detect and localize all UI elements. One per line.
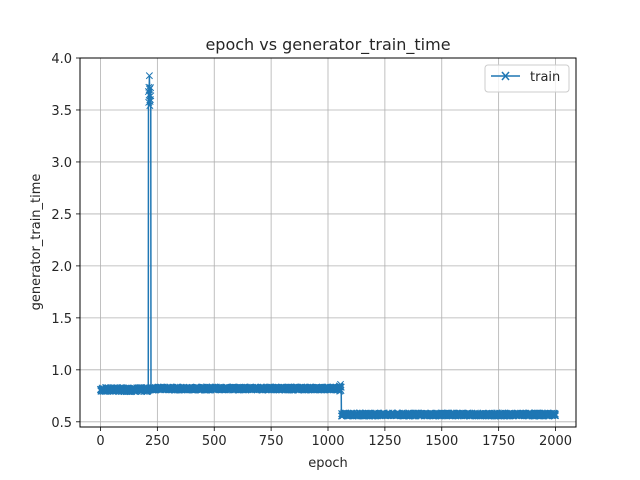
x-tick-label: 2000 xyxy=(539,434,572,449)
data-point-marker xyxy=(336,380,345,388)
data-point-marker xyxy=(551,412,560,420)
y-axis: 0.5 1.0 1.5 2.0 2.5 3.0 3.5 4.0 xyxy=(51,52,80,431)
data-point-marker xyxy=(337,383,345,391)
data-point-marker xyxy=(145,83,153,91)
y-axis-label: generator_train_time xyxy=(29,174,44,311)
x-tick-label: 1500 xyxy=(425,434,458,449)
x-tick-label: 1000 xyxy=(311,434,344,449)
y-tick-label: 4.0 xyxy=(51,52,72,67)
y-tick-label: 0.5 xyxy=(51,416,72,431)
y-tick-label: 2.5 xyxy=(51,208,72,223)
y-tick-label: 3.0 xyxy=(51,156,72,171)
data-point-marker xyxy=(145,72,153,80)
x-axis-label: epoch xyxy=(308,456,348,471)
plot-area xyxy=(96,72,560,420)
data-point-marker xyxy=(145,91,153,99)
data-point-marker xyxy=(551,410,559,418)
x-tick-label: 0 xyxy=(96,434,104,449)
legend-box xyxy=(484,64,570,93)
y-tick-label: 3.5 xyxy=(51,104,72,119)
y-tick-label: 1.0 xyxy=(51,364,72,379)
legend-marker xyxy=(501,71,510,81)
chart-title: epoch vs generator_train_time xyxy=(205,35,450,55)
legend: train xyxy=(484,64,570,93)
data-point-marker xyxy=(147,92,155,100)
x-tick-label: 750 xyxy=(259,434,284,449)
x-tick-label: 500 xyxy=(202,434,227,449)
grid xyxy=(80,57,576,427)
y-tick-label: 2.0 xyxy=(51,260,72,275)
x-tick-label: 1250 xyxy=(368,434,401,449)
y-tick-label: 1.5 xyxy=(51,312,72,327)
legend-label: train xyxy=(530,70,560,85)
series-markers xyxy=(96,72,560,420)
x-tick-label: 1750 xyxy=(482,434,515,449)
data-point-marker xyxy=(146,84,155,92)
x-axis: 0 250 500 750 1000 1250 1500 1750 2000 xyxy=(96,427,572,449)
x-tick-label: 250 xyxy=(145,434,170,449)
